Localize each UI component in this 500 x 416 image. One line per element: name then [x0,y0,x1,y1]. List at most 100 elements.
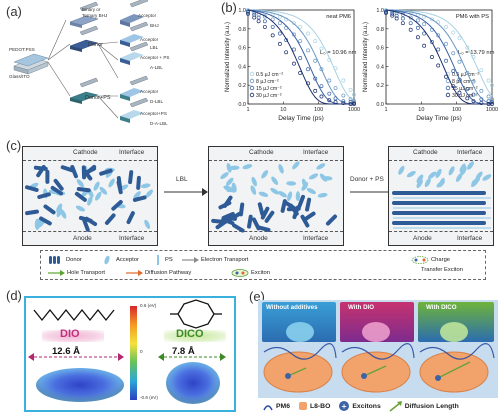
data-point [277,21,282,26]
dio-esp-surface [36,368,124,402]
data-point [327,78,332,83]
outcome-dlbl: D-LBL [150,99,164,104]
donor-rod [99,168,113,176]
dico-highlight [164,330,226,342]
acceptor-ellipse [99,186,108,195]
acceptor-ellipse [229,165,240,171]
data-point [306,48,310,53]
diffusion-length-icon [389,401,402,412]
data-point [422,31,427,36]
acceptor-ellipse [144,219,151,229]
data-point [319,84,324,89]
layer-pedot: PEDOT:PSS [9,47,35,52]
data-point [457,90,462,95]
fit-line [247,9,354,105]
data-point [341,99,346,104]
legend-ps: PS [153,255,173,265]
acceptor-ellipse [467,161,474,170]
diffusion-length-annotation: L₀ = 10.96 nm [320,50,357,56]
data-point [333,86,338,90]
donor-rod [60,165,75,173]
data-point [270,33,275,38]
stack-dalbl [120,110,144,123]
legend-marker [445,85,451,91]
interface-label-1a: Interface [119,149,145,156]
data-point [465,96,470,101]
data-point [408,27,413,32]
length-arrows-icon [28,353,226,361]
data-point [256,15,261,20]
acceptor-ellipse [416,174,424,184]
data-point [292,61,296,66]
donor-rod [238,202,245,217]
data-point [313,58,318,63]
donor-rod [132,195,147,202]
chart-pm6-with-ps: 0.0 0.2 0.4 0.6 0.8 1.0 1 10 100 1000 Delay Time (… [363,8,498,122]
panel-c-morphology: Cathode Interface Anode Interface LBL Ca… [6,140,496,282]
acceptor-ellipse [316,163,326,170]
data-point [436,47,441,52]
data-point [348,87,353,92]
x-tick-label: 10 [418,107,424,113]
data-point [313,88,318,93]
y-tick-label: 1.0 [376,8,384,14]
stack-lbl [120,34,144,47]
acceptor-ellipse [87,196,93,206]
donor-rod [215,219,228,230]
acceptor-ellipse [448,166,455,176]
y-tick-label: 0.2 [376,83,384,89]
donor-rod [111,200,123,211]
acceptor-ellipse [140,183,151,189]
data-point [298,39,303,43]
donor-rod [104,213,116,225]
donor-rod [116,180,123,195]
acceptor-ellipse [145,189,153,198]
donor-rod [126,211,135,225]
data-point [430,17,434,22]
data-point [333,66,338,71]
donor-rod [50,185,63,196]
donor-rod [305,197,312,212]
data-point [479,101,484,106]
diffusion-length-annotation: L₀ = 13.79 nm [458,50,495,56]
donor-rod [472,221,486,225]
donor-rod [45,169,50,184]
data-point [313,76,318,81]
acceptor-ellipse [133,191,141,200]
data-point [415,35,420,40]
data-point [486,78,491,83]
acceptor-ellipse [460,166,467,176]
film-bhj [69,15,99,28]
morphology-legend: Donor Acceptor PS Electron Transport Hol… [40,250,486,280]
esp-color-scale [130,306,137,400]
acceptor-ellipse [398,165,405,175]
x-tick-label: 100 [452,107,461,113]
data-point [444,41,448,46]
data-point [341,93,346,98]
acceptor-ellipse [308,173,319,180]
data-point [415,18,420,23]
acceptor-ellipse [75,205,86,212]
panel-e-additives: Without additives With DIO With DICO PM6… [258,300,498,414]
donor-rod [25,209,39,216]
data-point [490,83,494,88]
cathode-label-3: Cathode [413,149,438,156]
acceptor-ellipse [438,177,445,188]
chart-title: PM6 with PS [456,14,489,20]
anode-label-3: Anode [413,235,432,242]
lbl-molecules [211,161,338,233]
legend-ps-label: PS [165,257,173,263]
acceptor-ellipse [301,182,309,191]
data-point [306,81,310,86]
data-point [457,59,462,64]
legend-ct-label-2: Transfer Exciton [421,267,463,273]
x-tick-label: 10 [280,107,286,113]
data-point [490,102,494,106]
dio-highlight [42,330,104,342]
legend-hole-label: Hole Transport [67,270,106,276]
domain-illustrations [263,322,495,393]
dico-esp-surface [166,362,220,404]
lbl-arrow-icon [164,188,208,196]
data-point [422,22,427,27]
panel-d-molecules: DIO DICO 12.6 Å 7.8 Å 0.6 (eV) 0 -0.6 (e… [24,296,236,412]
